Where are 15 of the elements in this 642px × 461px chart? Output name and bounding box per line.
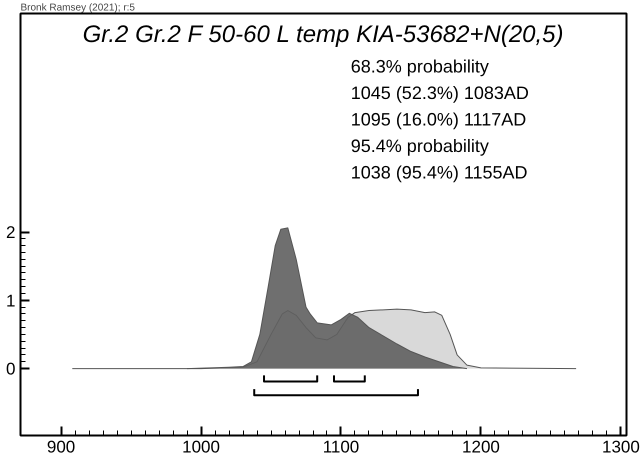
- annotation: 1095 (16.0%) 1117AD: [350, 109, 526, 130]
- annotation: 95.4% probability: [350, 136, 489, 156]
- y-tick-label: 1: [6, 291, 16, 310]
- x-tick-label: 1300: [602, 438, 640, 456]
- annotation: 1038 (95.4%) 1155AD: [350, 162, 528, 183]
- x-tick-label: 1000: [182, 438, 220, 456]
- y-tick-label: 2: [6, 223, 16, 242]
- x-tick-label: 900: [46, 438, 76, 456]
- text: Bronk Ramsey (2021); r:5: [20, 2, 136, 14]
- y-tick-label: 0: [6, 360, 16, 379]
- chart-title: Gr.2 Gr.2 F 50-60 L temp KIA-53682+N(20,5): [82, 21, 564, 48]
- x-tick-label: 1100: [322, 438, 360, 456]
- annotation: 1045 (52.3%) 1083AD: [350, 82, 529, 103]
- annotation: 68.3% probability: [350, 56, 489, 76]
- x-tick-label: 1200: [462, 438, 500, 456]
